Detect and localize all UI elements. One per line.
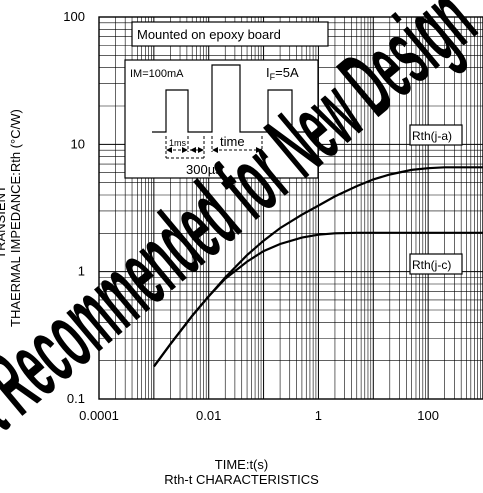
pulse-left-waveform [152, 89, 204, 133]
box-title: Mounted on epoxy board [137, 27, 281, 42]
x-axis-label: TIME:t(s) [214, 457, 269, 472]
dim-time-label: time [220, 134, 245, 149]
y-axis-label: TRANSIENT THAERMAL IMPEDANCE:Rth (°C/W) [0, 109, 33, 327]
dimension-lines [165, 136, 263, 159]
y-tick-label: 10 [71, 136, 85, 151]
x-tick-label: 0.01 [196, 408, 221, 423]
y-tick-label: 1 [78, 264, 85, 279]
pulse-middle-waveform [204, 64, 262, 133]
pulse-right-waveform [262, 89, 308, 133]
dim-1ms-label: 1ms [169, 138, 187, 148]
series-label-jc: Rth(j-c) [409, 253, 463, 275]
y-tick-label: 100 [63, 9, 85, 24]
plot-frame [98, 16, 483, 400]
chart-title: Rth-t CHARACTERISTICS [164, 472, 319, 487]
dim-300us-label: 300µs [186, 162, 222, 177]
pulse-right-label: IF=5A [266, 65, 299, 82]
inset-box: IM=100mA IF=5A 1ms time 300µs [124, 59, 319, 179]
series-label-ja: Rth(j-a) [409, 124, 463, 146]
series-label-jc-text: Rth(j-c) [412, 258, 451, 272]
series-label-ja-text: Rth(j-a) [412, 129, 452, 143]
y-axis-label-line1: TRANSIENT [0, 185, 8, 259]
x-tick-label: 100 [417, 408, 439, 423]
dimension-arrows [166, 147, 262, 153]
y-tick-label: 0.1 [67, 391, 85, 406]
series-line-1 [153, 231, 483, 368]
y-axis-label-line2: THAERMAL IMPEDANCE:Rth (°C/W) [8, 109, 23, 327]
pulse-left-label: IM=100mA [130, 68, 184, 80]
x-tick-label: 0.0001 [79, 408, 119, 423]
x-tick-label: 1 [315, 408, 322, 423]
series-layer [153, 166, 483, 368]
mounting-note: Mounted on epoxy board [131, 21, 329, 47]
tick-labels: 0.0001 0.01 1 100 0.1 1 10 100 [63, 9, 439, 423]
